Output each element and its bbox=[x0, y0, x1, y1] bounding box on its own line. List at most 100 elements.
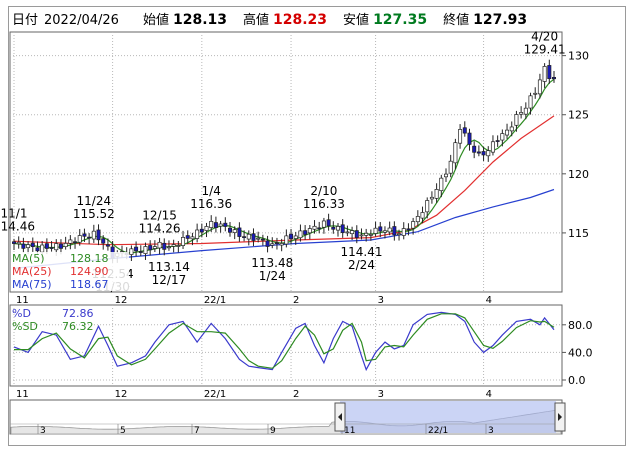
candle-body bbox=[392, 226, 397, 236]
candle-body bbox=[415, 216, 420, 223]
candle-body bbox=[49, 247, 54, 249]
candle-body bbox=[148, 245, 153, 251]
annotation-date: 11/24 bbox=[77, 194, 112, 208]
candle-body bbox=[500, 133, 505, 141]
candle-body bbox=[519, 112, 524, 115]
price-xtick-label: 4 bbox=[486, 295, 492, 306]
candle-body bbox=[58, 243, 63, 249]
navigator-tick-label: 5 bbox=[120, 426, 126, 436]
navigator-tick-label: 22/1 bbox=[428, 426, 448, 436]
annotation-value: 113.48 bbox=[251, 256, 293, 270]
candle-body bbox=[63, 242, 68, 248]
candle-body bbox=[256, 237, 261, 240]
candle-body bbox=[542, 66, 547, 82]
stoch-xtick-label: 11 bbox=[16, 389, 29, 400]
close-label: 終値 bbox=[443, 13, 470, 28]
navigator-left-handle[interactable] bbox=[334, 402, 346, 432]
stoch-legend-value: 72.86 bbox=[62, 307, 94, 320]
candle-body bbox=[448, 160, 453, 174]
candle-body bbox=[378, 226, 383, 232]
candle-body bbox=[185, 235, 190, 239]
legend-bg bbox=[11, 278, 129, 291]
legend-name: MA(5) bbox=[12, 252, 45, 265]
candle-body bbox=[467, 132, 472, 145]
candle-body bbox=[537, 79, 542, 95]
candle-body bbox=[101, 238, 106, 244]
stoch-xtick-label: 2 bbox=[293, 389, 299, 400]
candle-body bbox=[354, 230, 359, 238]
annotation-date: 4/20 bbox=[531, 30, 558, 44]
candle-body bbox=[359, 234, 364, 237]
candle-body bbox=[176, 245, 181, 247]
candle-body bbox=[509, 126, 514, 132]
candle-body bbox=[514, 114, 519, 126]
annotation-date: 1/24 bbox=[259, 269, 286, 283]
stoch-ytick-label: 80.0 bbox=[568, 319, 593, 332]
candle-body bbox=[284, 235, 289, 245]
low-label: 安値 bbox=[343, 13, 370, 28]
candle-body bbox=[481, 151, 486, 156]
candle-body bbox=[16, 241, 21, 245]
candle-body bbox=[476, 151, 481, 154]
low-value: 127.35 bbox=[373, 12, 428, 28]
candle-body bbox=[289, 233, 294, 240]
candle-body bbox=[54, 243, 59, 251]
candle-body bbox=[303, 230, 308, 235]
candle-body bbox=[420, 212, 425, 219]
candle-body bbox=[533, 92, 538, 95]
navigator-right-handle[interactable] bbox=[554, 402, 566, 432]
high-value: 128.23 bbox=[273, 12, 328, 28]
price-ytick-label: 130 bbox=[568, 50, 589, 63]
candle-body bbox=[307, 228, 312, 234]
candle-body bbox=[336, 226, 340, 231]
annotation-value: 114.26 bbox=[139, 222, 181, 236]
candle-body bbox=[547, 65, 552, 80]
legend-value: 128.18 bbox=[70, 252, 109, 265]
candle-body bbox=[73, 241, 78, 244]
candle-body bbox=[458, 129, 463, 144]
candle-body bbox=[462, 127, 467, 134]
candle-body bbox=[199, 228, 204, 233]
price-xtick-label: 2 bbox=[293, 295, 299, 306]
legend-bg bbox=[11, 252, 129, 265]
candle-body bbox=[157, 241, 162, 249]
candle-body bbox=[350, 230, 355, 235]
candle-body bbox=[204, 226, 209, 231]
candle-body bbox=[213, 222, 218, 228]
candle-body bbox=[331, 226, 336, 230]
candle-body bbox=[472, 145, 477, 153]
candle-body bbox=[382, 230, 387, 233]
candle-body bbox=[406, 228, 411, 231]
annotation-value: 113.14 bbox=[148, 260, 190, 274]
pct-sd-line bbox=[14, 313, 555, 369]
candle-body bbox=[91, 230, 96, 240]
price-panel bbox=[9, 31, 563, 293]
candle-body bbox=[387, 227, 392, 233]
price-ytick-label: 120 bbox=[568, 168, 589, 181]
candle-body bbox=[30, 242, 35, 248]
candle-body bbox=[368, 234, 373, 236]
candle-body bbox=[411, 221, 416, 229]
stoch-legend-name: %D bbox=[12, 307, 31, 320]
candle-body bbox=[134, 246, 139, 252]
candle-body bbox=[321, 220, 326, 228]
annotation-date: 11/1 bbox=[1, 206, 28, 220]
annotation-value: 115.52 bbox=[73, 207, 115, 221]
chart-frame bbox=[8, 6, 626, 446]
annotation-date: 12/15 bbox=[142, 209, 177, 223]
candle-body bbox=[495, 140, 500, 142]
candle-body bbox=[96, 229, 101, 241]
navigator-tick-label: 7 bbox=[194, 426, 200, 436]
candle-body bbox=[26, 244, 31, 249]
candle-body bbox=[373, 227, 378, 234]
candle-body bbox=[162, 242, 167, 250]
candle-body bbox=[232, 229, 237, 233]
candle-body bbox=[209, 221, 214, 228]
candle-body bbox=[82, 233, 87, 237]
candle-body bbox=[429, 196, 434, 200]
legend-bg bbox=[11, 265, 129, 278]
navigator-tick-label: 3 bbox=[40, 426, 46, 436]
candle-body bbox=[453, 142, 458, 164]
annotation-value: 114.46 bbox=[0, 219, 35, 233]
legend-name: MA(25) bbox=[12, 265, 52, 278]
